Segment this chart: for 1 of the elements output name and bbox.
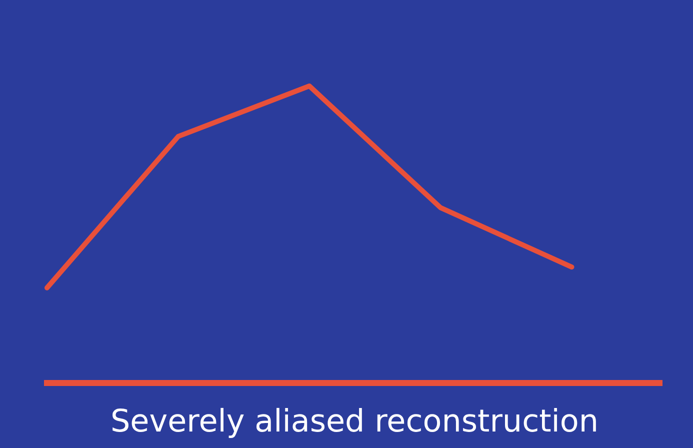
x-axis-title: Severely aliased reconstruction	[110, 403, 599, 440]
